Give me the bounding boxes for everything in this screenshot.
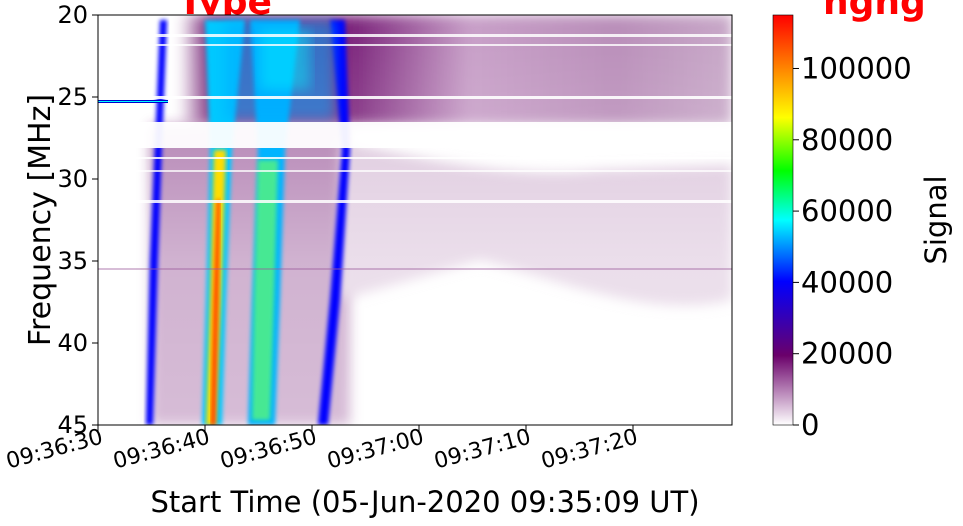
plot-frame — [97, 14, 733, 426]
y-tick-label: 20 — [57, 1, 88, 29]
x-tick-label: 09:37:20 — [539, 425, 641, 475]
colorbar — [772, 14, 794, 426]
colorbar-tick-label: 60000 — [801, 194, 893, 228]
y-tick-label: 45 — [57, 411, 88, 439]
y-axis: 20 25 30 35 40 45 — [57, 1, 98, 439]
colorbar-axis: 0 20000 40000 60000 80000 100000 — [793, 51, 912, 442]
y-tick-label: 30 — [57, 165, 88, 193]
y-tick-label: 25 — [57, 83, 88, 111]
y-tick-label: 40 — [57, 329, 88, 357]
x-tick-label: 09:36:40 — [111, 425, 213, 475]
burst-lane-1 — [146, 20, 167, 425]
colorbar-tick-label: 20000 — [801, 337, 893, 371]
spectrogram-plot-area — [98, 15, 732, 425]
y-tick-label: 35 — [57, 247, 88, 275]
burst-lane-trailing — [318, 20, 350, 425]
x-tick-label: 09:37:00 — [325, 425, 427, 475]
x-tick-label: 09:36:30 — [4, 425, 106, 475]
colorbar-tick-label: 100000 — [801, 51, 912, 85]
colorbar-tick-label: 80000 — [801, 123, 893, 157]
chart-title-right: ngng — [823, 0, 926, 23]
x-tick-label: 09:37:10 — [432, 425, 534, 475]
colorbar-tick-label: 0 — [801, 408, 819, 442]
x-axis: 09:36:30 09:36:40 09:36:50 09:37:00 09:37:10… — [4, 425, 641, 475]
x-axis-label: Start Time (05-Jun-2020 09:35:09 UT) — [150, 485, 699, 519]
x-tick-label: 09:36:50 — [218, 425, 320, 475]
colorbar-label: Signal — [919, 175, 953, 264]
y-axis-label: Frequency [MHz] — [23, 94, 58, 346]
colorbar-tick-label: 40000 — [801, 265, 893, 299]
